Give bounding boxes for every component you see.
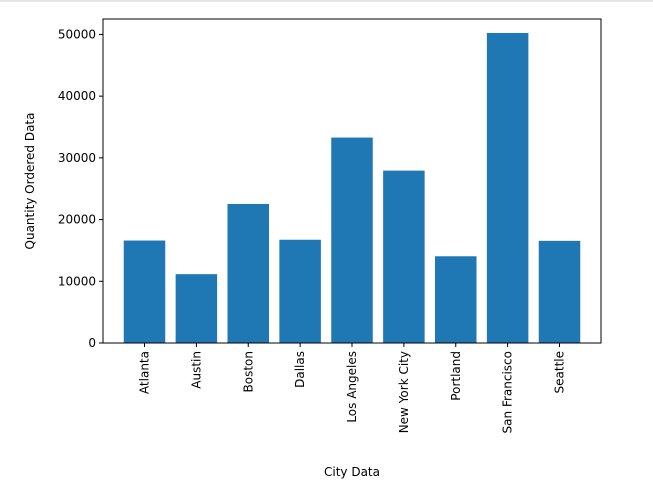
bars-group: [123, 32, 581, 343]
bar-austin: [175, 274, 218, 343]
plot-frame: [102, 18, 602, 344]
x-axis-ticks: Atlanta Austin Boston Dallas Los Angeles New …: [138, 343, 567, 433]
y-tick-label: 20000: [58, 213, 96, 227]
x-tick-label: New York City: [397, 351, 411, 433]
bar-los-angeles: [331, 137, 373, 343]
y-axis-label: Quantity Ordered Data: [23, 113, 37, 250]
y-tick-label: 50000: [58, 27, 96, 41]
bar-atlanta: [123, 240, 166, 343]
x-tick-label: Boston: [241, 351, 255, 392]
x-tick-label: Atlanta: [138, 351, 152, 394]
notebook-cell-border: [0, 0, 653, 2]
y-tick-label: 30000: [58, 151, 96, 165]
y-tick-label: 10000: [58, 274, 96, 288]
x-tick-label: Los Angeles: [345, 351, 359, 423]
bar-boston: [227, 203, 269, 343]
bar-seattle: [538, 240, 581, 343]
y-tick-label: 0: [88, 336, 96, 350]
bar-san-francisco: [486, 32, 529, 343]
bar-portland: [435, 256, 477, 343]
bar-new-york-city: [383, 170, 425, 343]
x-tick-label: Seattle: [553, 351, 567, 393]
x-tick-label: Austin: [189, 351, 203, 389]
x-tick-label: Portland: [449, 351, 463, 401]
x-tick-label: Dallas: [293, 351, 307, 388]
y-axis-ticks: 0 10000 20000 30000 40000 50000: [58, 27, 103, 350]
x-axis-label: City Data: [324, 465, 380, 479]
y-tick-label: 40000: [58, 89, 96, 103]
bar-dallas: [279, 239, 321, 343]
x-tick-label: San Francisco: [501, 351, 515, 433]
